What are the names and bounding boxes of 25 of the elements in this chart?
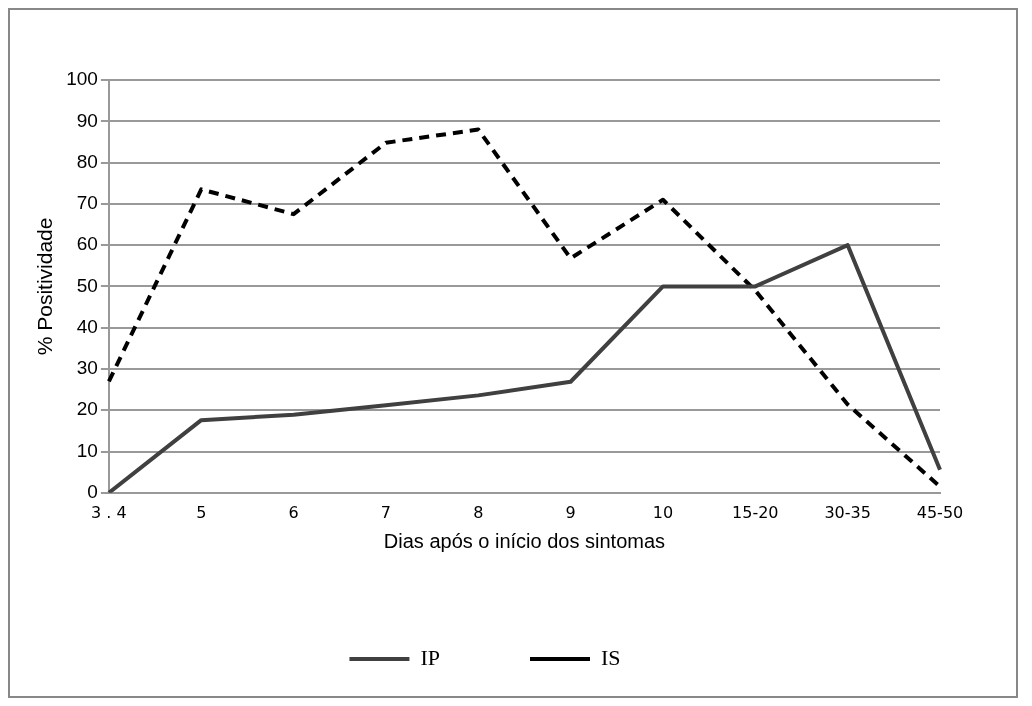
y-tick-label: 70: [76, 192, 98, 214]
y-tick-label: 10: [76, 439, 98, 461]
x-tick-label: 9: [565, 502, 576, 522]
y-tick-label: 0: [87, 481, 98, 503]
x-tick-label: 7: [380, 502, 392, 522]
x-tick-label: 8: [473, 502, 484, 522]
y-tick-label: 30: [76, 357, 98, 379]
x-tick-label: 15-20: [732, 502, 779, 522]
x-tick-label: 5: [196, 502, 207, 522]
y-tick-label: 90: [76, 109, 98, 131]
y-tick-label: 20: [76, 398, 98, 420]
x-tick-label: 10: [652, 502, 674, 522]
x-tick-label: 6: [288, 502, 299, 522]
y-tick-label: 60: [76, 233, 98, 255]
legend-label: IS: [601, 644, 621, 670]
y-axis-title: % Positividade: [33, 217, 57, 356]
y-tick-label: 100: [66, 68, 98, 90]
x-tick-label: 45-50: [916, 502, 964, 522]
y-tick-label: 40: [76, 315, 98, 337]
x-tick-label: 30-35: [824, 502, 871, 522]
x-axis-title: Dias após o início dos sintomas: [383, 529, 666, 552]
x-tick-label: 3 . 4: [91, 502, 127, 522]
y-tick-label: 80: [76, 150, 98, 172]
y-tick-label: 50: [76, 274, 98, 296]
legend-label: IP: [420, 644, 440, 670]
